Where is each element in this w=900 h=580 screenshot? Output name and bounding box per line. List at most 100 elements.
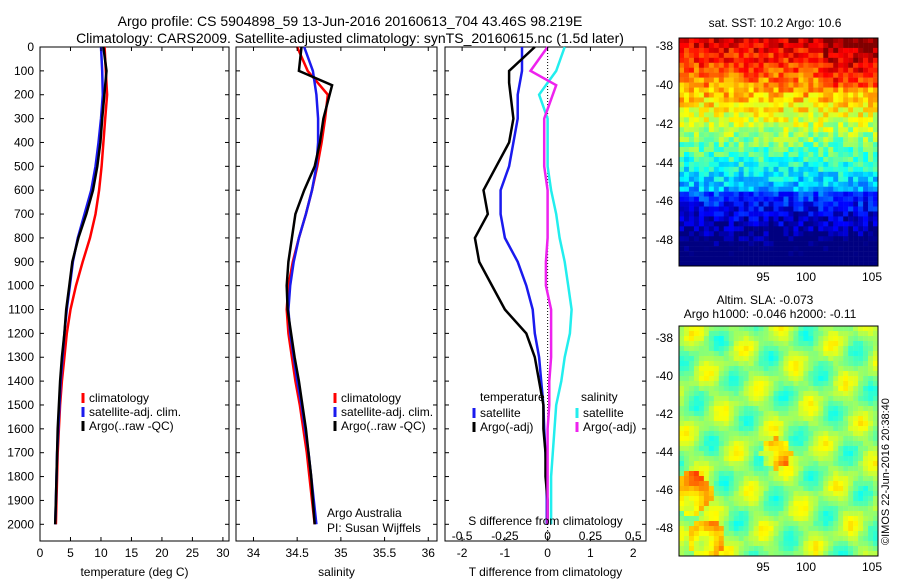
sst-cell xyxy=(758,62,764,68)
sst-cell xyxy=(683,142,690,148)
sst-cell xyxy=(738,147,744,153)
sla-cell xyxy=(838,456,844,462)
sla-cell xyxy=(723,466,729,472)
sst-cell xyxy=(853,77,859,83)
sst-cell xyxy=(763,211,769,217)
sst-cell xyxy=(713,161,720,168)
sla-cell xyxy=(863,461,869,467)
sla-cell xyxy=(693,376,700,382)
legend-heading-temperature: temperature xyxy=(480,390,545,404)
sla-cell xyxy=(688,386,695,392)
sla-cell xyxy=(763,391,769,397)
sst-cell xyxy=(763,152,769,158)
sla-cell xyxy=(843,506,849,512)
sla-cell xyxy=(843,476,849,482)
sst-cell xyxy=(818,221,824,227)
sst-cell xyxy=(708,82,715,88)
sst-cell xyxy=(743,241,749,247)
sst-cell xyxy=(858,196,864,202)
sst-cell xyxy=(813,161,819,168)
sst-cell xyxy=(753,77,759,83)
sst-cell xyxy=(833,176,839,182)
sst-cell xyxy=(768,67,774,73)
sst-cell xyxy=(708,241,715,247)
sst-cell xyxy=(848,142,854,148)
sst-cell xyxy=(688,57,695,64)
sla-cell xyxy=(723,336,729,342)
sla-cell xyxy=(738,461,744,467)
sla-cell xyxy=(728,551,734,556)
sla-cell xyxy=(828,356,834,362)
sst-cell xyxy=(718,236,725,242)
sst-cell xyxy=(698,117,705,123)
sst-cell xyxy=(728,127,734,133)
sst-cell xyxy=(828,122,834,128)
sst-cell xyxy=(758,256,764,262)
sla-cell xyxy=(823,401,829,407)
sst-cell xyxy=(723,251,729,257)
sst-cell xyxy=(738,216,744,222)
sla-cell xyxy=(688,421,695,427)
sst-cell xyxy=(808,246,814,252)
sla-cell xyxy=(693,421,700,427)
sst-cell xyxy=(743,117,749,123)
sst-cell xyxy=(748,176,754,182)
sla-cell xyxy=(848,386,854,392)
sst-cell xyxy=(863,132,869,138)
sst-cell xyxy=(813,231,819,237)
sst-cell xyxy=(768,191,774,197)
sla-cell xyxy=(693,341,700,347)
sla-cell xyxy=(828,381,834,387)
sla-cell xyxy=(868,371,874,377)
sst-cell xyxy=(833,77,839,83)
sst-cell xyxy=(868,196,874,202)
sla-cell xyxy=(858,521,864,527)
sla-cell xyxy=(778,411,784,417)
sst-cell xyxy=(718,102,725,108)
sst-cell xyxy=(718,176,725,182)
sla-cell xyxy=(693,526,700,532)
sla-cell xyxy=(868,356,874,362)
sst-cell xyxy=(838,142,844,148)
sla-cell xyxy=(778,331,784,337)
sla-cell xyxy=(773,361,779,367)
imos-stamp: ©IMOS 22-Jun-2016 20:38:40 xyxy=(880,398,892,545)
sla-cell xyxy=(843,511,849,517)
sla-cell xyxy=(808,451,814,457)
sst-cell xyxy=(748,231,754,237)
sla-cell xyxy=(803,356,809,362)
sst-cell xyxy=(788,231,794,237)
sst-cell xyxy=(733,62,739,68)
map-y-tick-label: -46 xyxy=(656,194,674,208)
sla-cell xyxy=(753,476,759,482)
sst-cell xyxy=(703,246,710,252)
sst-cell xyxy=(778,142,784,148)
sst-cell xyxy=(713,82,720,88)
sst-cell xyxy=(693,251,700,257)
sla-cell xyxy=(778,436,784,442)
sla-cell xyxy=(783,531,789,537)
sst-cell xyxy=(793,226,799,232)
sst-cell xyxy=(858,122,864,128)
sst-cell xyxy=(723,211,729,217)
sst-cell xyxy=(798,261,804,266)
depth-tick-label: 0 xyxy=(27,40,34,54)
sst-cell xyxy=(873,67,878,73)
sla-cell xyxy=(748,401,754,407)
sst-cell xyxy=(753,261,759,266)
sst-cell xyxy=(853,241,859,247)
sst-cell xyxy=(738,132,744,138)
sla-cell xyxy=(748,496,754,502)
sla-cell xyxy=(708,446,715,452)
sla-cell xyxy=(738,491,744,497)
sst-cell xyxy=(828,67,834,73)
sla-cell xyxy=(793,386,799,392)
sla-cell xyxy=(828,536,834,542)
sla-cell xyxy=(728,421,734,427)
sla-cell xyxy=(693,406,700,412)
sla-cell xyxy=(843,436,849,442)
sst-cell xyxy=(828,191,834,197)
sst-cell xyxy=(863,176,869,182)
sst-cell xyxy=(783,191,789,197)
sst-cell xyxy=(838,251,844,257)
